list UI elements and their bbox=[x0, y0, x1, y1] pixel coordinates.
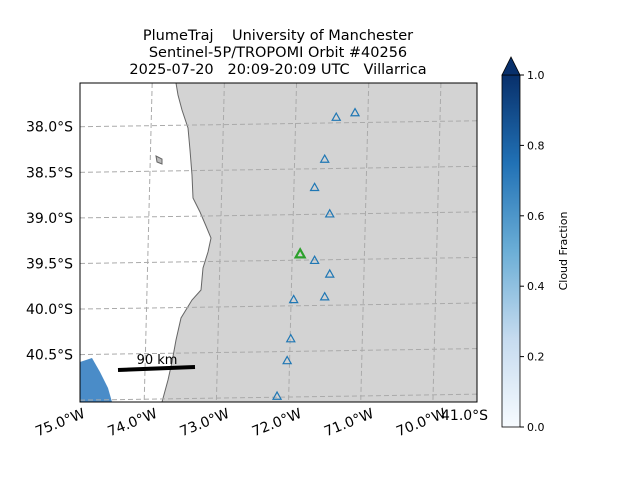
colorbar-tick-label: 0.4 bbox=[527, 280, 545, 293]
y-tick-label: 38.5°S bbox=[26, 165, 73, 181]
volcano-marker bbox=[309, 182, 320, 192]
chart-title: PlumeTraj University of Manchester bbox=[143, 28, 413, 44]
chart-title: 2025-07-20 20:09-20:09 UTC Villarrica bbox=[129, 62, 426, 78]
volcano-marker bbox=[324, 208, 335, 218]
markers bbox=[271, 107, 361, 400]
cloud-pixels bbox=[80, 358, 112, 402]
colorbar-tick-label: 0.0 bbox=[527, 421, 545, 434]
colorbar-tick-label: 0.8 bbox=[527, 139, 545, 152]
title-block: PlumeTraj University of ManchesterSentin… bbox=[129, 28, 426, 78]
x-tick-label: 72.0°W bbox=[250, 406, 304, 440]
chart-title: Sentinel-5P/TROPOMI Orbit #40256 bbox=[149, 45, 407, 61]
target-volcano bbox=[293, 247, 307, 259]
map-area bbox=[80, 83, 477, 402]
grid-line bbox=[215, 83, 225, 402]
map-frame bbox=[79, 82, 478, 403]
x-tick-label: 74.0°W bbox=[105, 406, 159, 440]
grid-line bbox=[80, 211, 477, 219]
scale-bar bbox=[117, 365, 196, 372]
x-tick-label: 73.0°W bbox=[178, 406, 232, 440]
colorbar-tick-label: 1.0 bbox=[527, 69, 545, 82]
y-tick-label: 41.0°S bbox=[441, 408, 488, 424]
volcano-marker bbox=[319, 291, 330, 301]
y-tick-label: 40.5°S bbox=[26, 348, 73, 364]
x-tick-label: 71.0°W bbox=[322, 406, 376, 440]
colorbar-label: Cloud Fraction bbox=[557, 212, 570, 291]
volcano-marker bbox=[319, 153, 330, 163]
land bbox=[161, 83, 477, 402]
volcano-marker bbox=[282, 355, 293, 365]
grid-line bbox=[80, 393, 477, 401]
grid-line bbox=[360, 83, 370, 402]
grid bbox=[80, 83, 477, 402]
colorbar-extend bbox=[501, 56, 521, 76]
lake bbox=[155, 155, 163, 165]
volcano-marker bbox=[271, 390, 283, 400]
x-tick-label: 75.0°W bbox=[33, 406, 87, 440]
volcano-marker bbox=[285, 333, 296, 343]
grid-line bbox=[80, 120, 477, 128]
y-tick-label: 39.5°S bbox=[26, 256, 73, 272]
colorbar bbox=[501, 74, 521, 428]
grid-line bbox=[80, 348, 477, 356]
colorbar-tick-label: 0.2 bbox=[527, 351, 545, 364]
colorbar-tick-label: 0.6 bbox=[527, 210, 545, 223]
volcano-marker bbox=[349, 107, 361, 117]
x-tick-label: 70.0°W bbox=[394, 406, 448, 440]
grid-line bbox=[432, 83, 442, 402]
volcano-marker bbox=[288, 294, 299, 304]
volcano-marker bbox=[331, 111, 342, 121]
grid-line bbox=[80, 256, 477, 264]
grid-line bbox=[80, 165, 477, 173]
grid-line bbox=[80, 83, 81, 103]
volcano-marker bbox=[309, 255, 320, 265]
colorbar-ticks: 0.0 0.2 0.4 0.6 0.8 1.0 bbox=[520, 69, 545, 434]
y-tick-label: 38.0°S bbox=[26, 120, 73, 136]
grid-line bbox=[288, 83, 298, 402]
y-tick-label: 40.0°S bbox=[26, 302, 73, 318]
volcano-marker bbox=[324, 268, 335, 278]
scale-label: 90 km bbox=[137, 353, 178, 368]
grid-line bbox=[143, 83, 153, 402]
y-tick-label: 39.0°S bbox=[26, 211, 73, 227]
